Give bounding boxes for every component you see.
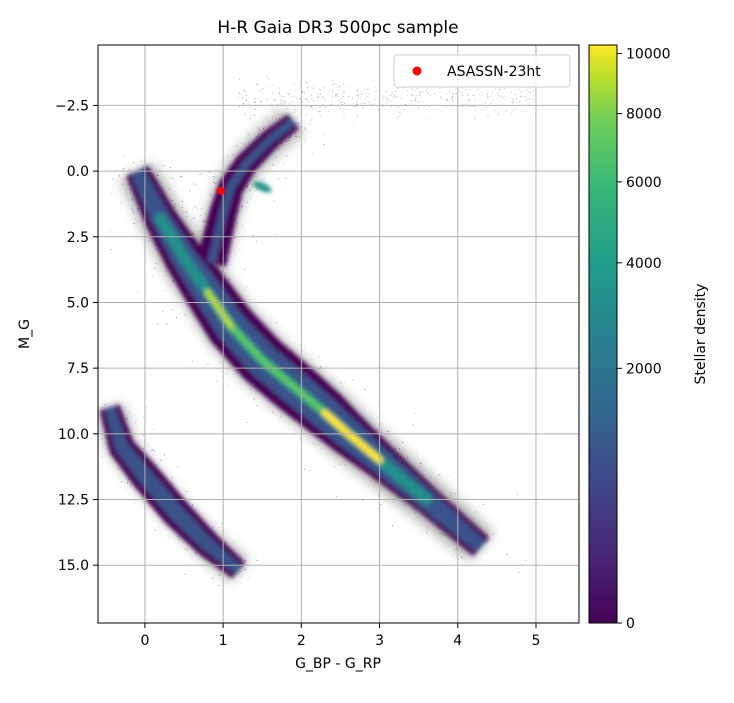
x-tick-label: 3 (375, 633, 384, 649)
y-axis-ticks: −2.5 0.0 2.5 5.0 7.5 10.0 12.5 15.0 (55, 98, 98, 574)
y-tick-label: 15.0 (58, 558, 89, 574)
y-tick-label: 12.5 (58, 493, 89, 509)
chart-title: H-R Gaia DR3 500pc sample (217, 18, 458, 38)
colorbar-tick-label: 4000 (626, 256, 662, 272)
plot-background (98, 45, 579, 623)
point-asassn-23ht (216, 186, 225, 195)
y-tick-label: 5.0 (67, 295, 89, 311)
x-tick-label: 5 (532, 633, 541, 649)
x-tick-label: 4 (453, 633, 462, 649)
plot-frame (97, 44, 580, 624)
red-clump (253, 181, 272, 193)
plot-area (97, 44, 580, 624)
legend-entry-asassn-23ht: ASASSN-23ht (447, 64, 541, 80)
legend-box (393, 54, 571, 88)
density-layer (98, 72, 537, 587)
x-axis-label: G_BP - G_RP (295, 656, 381, 672)
y-tick-label: 10.0 (58, 427, 89, 443)
giant-branch-core (207, 118, 296, 264)
legend: ASASSN-23ht (393, 54, 571, 88)
main-sequence-outer (126, 165, 490, 556)
x-axis-ticks: 0 1 2 3 4 5 (140, 623, 540, 649)
upper-ms-peak (204, 289, 234, 330)
colorbar-gradient (588, 44, 618, 624)
colorbar-label: Stellar density (693, 284, 709, 385)
colorbar-tick-label: 8000 (626, 107, 662, 123)
highlight-layer (216, 186, 225, 195)
white-dwarf-band (100, 404, 246, 579)
y-tick-label: 2.5 (67, 230, 89, 246)
legend-marker-asassn-23ht (412, 66, 422, 76)
x-tick-label: 2 (297, 633, 306, 649)
y-tick-label: −2.5 (55, 98, 89, 114)
white-dwarf-core (104, 406, 243, 575)
y-tick-label: 0.0 (67, 164, 89, 180)
main-sequence-mid-low (130, 168, 486, 553)
y-axis-label: M_G (17, 319, 33, 349)
colorbar-tick-label: 0 (626, 616, 635, 632)
colorbar-tick-label: 6000 (626, 175, 662, 191)
colorbar-tick-label: 10000 (626, 46, 671, 62)
y-tick-label: 7.5 (67, 361, 89, 377)
colorbar: 0 2000 4000 6000 8000 10000 Stellar density (588, 44, 709, 632)
x-tick-label: 0 (140, 633, 149, 649)
x-tick-label: 1 (219, 633, 228, 649)
grid-lines (98, 45, 579, 623)
colorbar-tick-label: 2000 (626, 361, 662, 377)
colorbar-ticks: 0 2000 4000 6000 8000 10000 (617, 46, 671, 632)
